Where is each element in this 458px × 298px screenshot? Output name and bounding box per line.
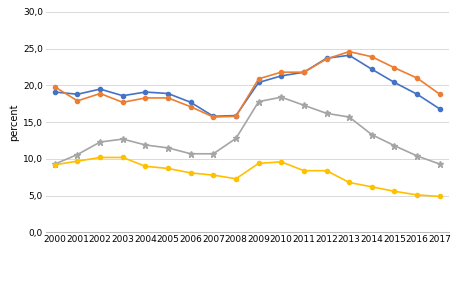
- United States: [414, 154, 420, 158]
- Euro area (19): [75, 99, 80, 103]
- Euro area (19): [143, 96, 148, 100]
- EU-28: [211, 114, 216, 118]
- United States: [143, 143, 148, 147]
- Euro area (19): [301, 70, 307, 74]
- EU-28: [437, 107, 442, 111]
- United States: [392, 144, 397, 148]
- Japan: [278, 160, 284, 164]
- Euro area (19): [392, 66, 397, 69]
- Euro area (19): [211, 115, 216, 119]
- United States: [52, 162, 58, 166]
- Line: United States: United States: [52, 94, 443, 167]
- Euro area (19): [120, 100, 125, 104]
- Japan: [52, 163, 58, 167]
- Japan: [346, 181, 352, 184]
- Japan: [392, 190, 397, 193]
- EU-28: [98, 87, 103, 91]
- Euro area (19): [369, 55, 375, 58]
- United States: [437, 162, 442, 166]
- Euro area (19): [233, 114, 239, 118]
- Euro area (19): [414, 76, 420, 80]
- EU-28: [301, 70, 307, 74]
- Japan: [233, 177, 239, 181]
- Euro area (19): [278, 70, 284, 74]
- Euro area (19): [324, 57, 329, 61]
- United States: [188, 152, 193, 156]
- Euro area (19): [98, 92, 103, 95]
- Japan: [143, 164, 148, 168]
- EU-28: [52, 90, 58, 94]
- United States: [346, 115, 352, 119]
- Japan: [324, 169, 329, 173]
- United States: [98, 140, 103, 144]
- United States: [120, 137, 125, 141]
- Japan: [75, 159, 80, 163]
- EU-28: [165, 92, 171, 95]
- EU-28: [143, 90, 148, 94]
- Japan: [256, 162, 262, 165]
- Euro area (19): [346, 50, 352, 53]
- Euro area (19): [437, 92, 442, 96]
- United States: [165, 146, 171, 150]
- Japan: [120, 156, 125, 159]
- EU-28: [233, 114, 239, 117]
- United States: [324, 111, 329, 115]
- Japan: [98, 156, 103, 159]
- Japan: [165, 167, 171, 170]
- Japan: [301, 169, 307, 173]
- EU-28: [346, 54, 352, 57]
- United States: [369, 133, 375, 136]
- Japan: [188, 171, 193, 175]
- EU-28: [324, 56, 329, 60]
- Euro area (19): [165, 96, 171, 100]
- United States: [256, 100, 262, 103]
- Line: EU-28: EU-28: [53, 53, 442, 118]
- EU-28: [75, 92, 80, 96]
- EU-28: [120, 94, 125, 97]
- Line: Euro area (19): Euro area (19): [53, 49, 442, 119]
- EU-28: [414, 92, 420, 96]
- EU-28: [392, 81, 397, 84]
- Y-axis label: percent: percent: [9, 103, 19, 141]
- United States: [211, 152, 216, 156]
- Euro area (19): [52, 85, 58, 89]
- Japan: [437, 195, 442, 198]
- United States: [75, 153, 80, 156]
- Japan: [369, 185, 375, 189]
- Japan: [211, 173, 216, 177]
- EU-28: [256, 81, 262, 84]
- United States: [278, 95, 284, 99]
- United States: [233, 136, 239, 140]
- Line: Japan: Japan: [53, 155, 442, 198]
- EU-28: [188, 100, 193, 104]
- EU-28: [278, 74, 284, 78]
- Japan: [414, 193, 420, 197]
- EU-28: [369, 67, 375, 71]
- Euro area (19): [256, 77, 262, 80]
- United States: [301, 103, 307, 107]
- Euro area (19): [188, 105, 193, 108]
